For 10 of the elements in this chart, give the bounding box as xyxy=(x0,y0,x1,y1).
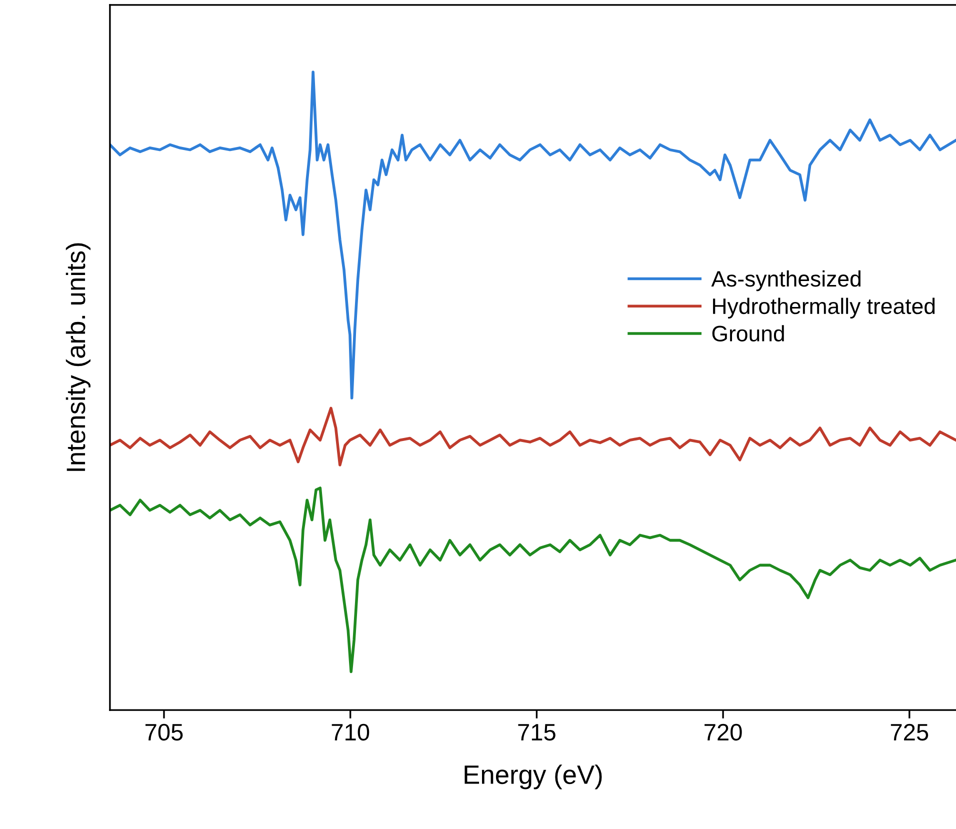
legend-label: Hydrothermally treated xyxy=(713,298,935,319)
x-axis-title: Energy (eV) xyxy=(464,764,602,790)
x-tick-label: 725 xyxy=(890,724,928,741)
x-tick-label: 715 xyxy=(518,724,556,741)
x-tick-label: 710 xyxy=(332,724,370,741)
x-tick-label: 705 xyxy=(146,724,183,741)
legend-label: Ground xyxy=(712,325,784,342)
x-tick-label: 720 xyxy=(704,724,742,741)
legend-label: As-synthesized xyxy=(711,270,860,292)
y-axis-title: Intensity (arb. units) xyxy=(66,243,90,471)
